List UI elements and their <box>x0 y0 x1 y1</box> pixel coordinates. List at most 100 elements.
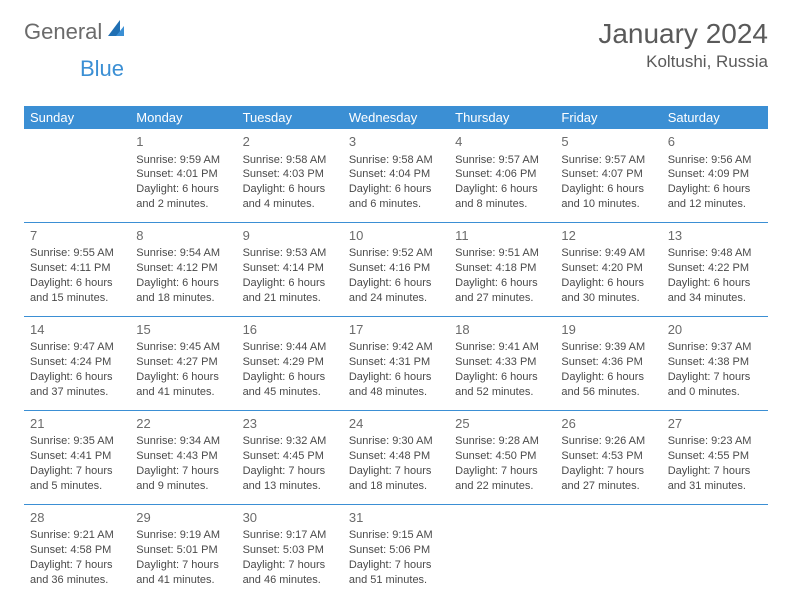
day-number: 4 <box>455 133 549 151</box>
daylight-text: and 18 minutes. <box>136 291 230 306</box>
sunset-text: Sunset: 4:45 PM <box>243 449 337 464</box>
logo-sail-icon <box>106 18 126 45</box>
calendar-day-cell: 30Sunrise: 9:17 AMSunset: 5:03 PMDayligh… <box>237 504 343 597</box>
sunset-text: Sunset: 4:48 PM <box>349 449 443 464</box>
sunset-text: Sunset: 5:06 PM <box>349 543 443 558</box>
day-number: 27 <box>668 415 762 433</box>
calendar-day-cell: 12Sunrise: 9:49 AMSunset: 4:20 PMDayligh… <box>555 222 661 316</box>
day-number: 26 <box>561 415 655 433</box>
daylight-text: and 13 minutes. <box>243 479 337 494</box>
calendar-day-cell: 8Sunrise: 9:54 AMSunset: 4:12 PMDaylight… <box>130 222 236 316</box>
daylight-text: and 24 minutes. <box>349 291 443 306</box>
daylight-text: Daylight: 7 hours <box>136 464 230 479</box>
daylight-text: and 48 minutes. <box>349 385 443 400</box>
sunrise-text: Sunrise: 9:52 AM <box>349 246 443 261</box>
day-number: 8 <box>136 227 230 245</box>
day-header: Wednesday <box>343 106 449 129</box>
sunrise-text: Sunrise: 9:58 AM <box>243 153 337 168</box>
daylight-text: Daylight: 6 hours <box>349 370 443 385</box>
calendar-week-row: 21Sunrise: 9:35 AMSunset: 4:41 PMDayligh… <box>24 410 768 504</box>
calendar-day-cell: 29Sunrise: 9:19 AMSunset: 5:01 PMDayligh… <box>130 504 236 597</box>
daylight-text: and 18 minutes. <box>349 479 443 494</box>
daylight-text: and 27 minutes. <box>455 291 549 306</box>
calendar-week-row: 7Sunrise: 9:55 AMSunset: 4:11 PMDaylight… <box>24 222 768 316</box>
day-number: 22 <box>136 415 230 433</box>
daylight-text: and 36 minutes. <box>30 573 124 588</box>
daylight-text: Daylight: 6 hours <box>136 276 230 291</box>
sunrise-text: Sunrise: 9:30 AM <box>349 434 443 449</box>
sunset-text: Sunset: 4:29 PM <box>243 355 337 370</box>
day-number: 2 <box>243 133 337 151</box>
calendar-day-cell <box>24 129 130 222</box>
daylight-text: Daylight: 6 hours <box>455 276 549 291</box>
daylight-text: and 46 minutes. <box>243 573 337 588</box>
sunset-text: Sunset: 4:43 PM <box>136 449 230 464</box>
day-number: 7 <box>30 227 124 245</box>
day-number: 16 <box>243 321 337 339</box>
calendar-day-cell: 7Sunrise: 9:55 AMSunset: 4:11 PMDaylight… <box>24 222 130 316</box>
day-number: 28 <box>30 509 124 527</box>
sunset-text: Sunset: 4:16 PM <box>349 261 443 276</box>
calendar-day-cell: 11Sunrise: 9:51 AMSunset: 4:18 PMDayligh… <box>449 222 555 316</box>
calendar-day-cell <box>555 504 661 597</box>
calendar-week-row: 1Sunrise: 9:59 AMSunset: 4:01 PMDaylight… <box>24 129 768 222</box>
logo-text-blue: Blue <box>80 56 124 81</box>
daylight-text: and 56 minutes. <box>561 385 655 400</box>
day-header: Tuesday <box>237 106 343 129</box>
daylight-text: and 4 minutes. <box>243 197 337 212</box>
daylight-text: Daylight: 6 hours <box>668 182 762 197</box>
sunset-text: Sunset: 4:06 PM <box>455 167 549 182</box>
calendar-day-cell: 28Sunrise: 9:21 AMSunset: 4:58 PMDayligh… <box>24 504 130 597</box>
daylight-text: and 52 minutes. <box>455 385 549 400</box>
sunset-text: Sunset: 4:41 PM <box>30 449 124 464</box>
daylight-text: Daylight: 7 hours <box>30 464 124 479</box>
daylight-text: Daylight: 6 hours <box>243 182 337 197</box>
daylight-text: and 21 minutes. <box>243 291 337 306</box>
calendar-day-cell: 3Sunrise: 9:58 AMSunset: 4:04 PMDaylight… <box>343 129 449 222</box>
daylight-text: Daylight: 6 hours <box>30 370 124 385</box>
sunrise-text: Sunrise: 9:48 AM <box>668 246 762 261</box>
sunrise-text: Sunrise: 9:54 AM <box>136 246 230 261</box>
daylight-text: and 9 minutes. <box>136 479 230 494</box>
daylight-text: Daylight: 7 hours <box>349 464 443 479</box>
daylight-text: and 51 minutes. <box>349 573 443 588</box>
daylight-text: Daylight: 6 hours <box>349 182 443 197</box>
sunset-text: Sunset: 5:03 PM <box>243 543 337 558</box>
daylight-text: Daylight: 6 hours <box>349 276 443 291</box>
calendar-day-cell: 31Sunrise: 9:15 AMSunset: 5:06 PMDayligh… <box>343 504 449 597</box>
daylight-text: Daylight: 6 hours <box>561 182 655 197</box>
sunrise-text: Sunrise: 9:53 AM <box>243 246 337 261</box>
calendar-day-cell: 14Sunrise: 9:47 AMSunset: 4:24 PMDayligh… <box>24 316 130 410</box>
sunrise-text: Sunrise: 9:21 AM <box>30 528 124 543</box>
sunrise-text: Sunrise: 9:37 AM <box>668 340 762 355</box>
daylight-text: Daylight: 6 hours <box>455 370 549 385</box>
sunset-text: Sunset: 4:31 PM <box>349 355 443 370</box>
sunrise-text: Sunrise: 9:51 AM <box>455 246 549 261</box>
sunset-text: Sunset: 4:55 PM <box>668 449 762 464</box>
day-number: 12 <box>561 227 655 245</box>
daylight-text: Daylight: 7 hours <box>136 558 230 573</box>
daylight-text: and 22 minutes. <box>455 479 549 494</box>
sunset-text: Sunset: 4:18 PM <box>455 261 549 276</box>
daylight-text: Daylight: 7 hours <box>243 464 337 479</box>
calendar-day-cell: 23Sunrise: 9:32 AMSunset: 4:45 PMDayligh… <box>237 410 343 504</box>
daylight-text: and 30 minutes. <box>561 291 655 306</box>
daylight-text: and 41 minutes. <box>136 385 230 400</box>
day-number: 24 <box>349 415 443 433</box>
day-header: Saturday <box>662 106 768 129</box>
sunrise-text: Sunrise: 9:56 AM <box>668 153 762 168</box>
day-header: Monday <box>130 106 236 129</box>
sunrise-text: Sunrise: 9:26 AM <box>561 434 655 449</box>
calendar-day-cell: 27Sunrise: 9:23 AMSunset: 4:55 PMDayligh… <box>662 410 768 504</box>
daylight-text: Daylight: 7 hours <box>668 464 762 479</box>
sunset-text: Sunset: 4:20 PM <box>561 261 655 276</box>
logo: General <box>24 18 130 45</box>
daylight-text: and 45 minutes. <box>243 385 337 400</box>
sunrise-text: Sunrise: 9:59 AM <box>136 153 230 168</box>
calendar-day-cell: 26Sunrise: 9:26 AMSunset: 4:53 PMDayligh… <box>555 410 661 504</box>
sunrise-text: Sunrise: 9:57 AM <box>561 153 655 168</box>
calendar-day-cell: 16Sunrise: 9:44 AMSunset: 4:29 PMDayligh… <box>237 316 343 410</box>
daylight-text: Daylight: 6 hours <box>561 276 655 291</box>
sunset-text: Sunset: 4:12 PM <box>136 261 230 276</box>
sunrise-text: Sunrise: 9:49 AM <box>561 246 655 261</box>
